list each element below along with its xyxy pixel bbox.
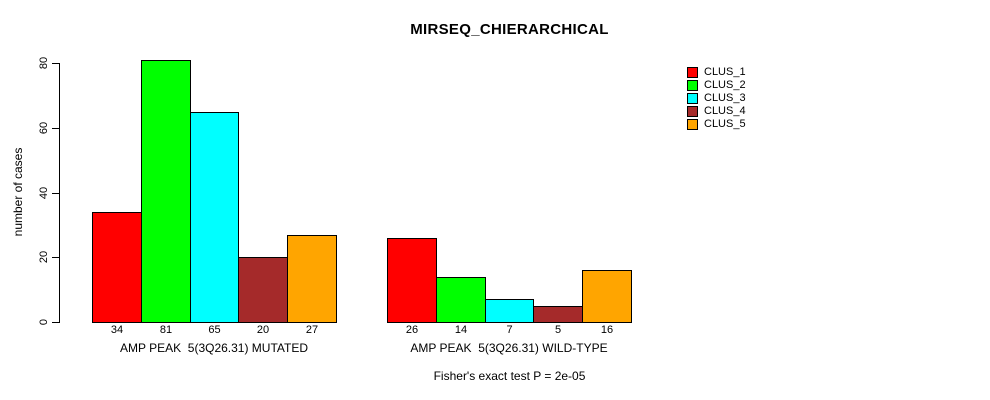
legend-swatch-icon — [687, 93, 698, 104]
bar-value-label: 65 — [208, 324, 221, 336]
bar-clus_4-group1 — [238, 257, 288, 323]
bar-clus_1-group1 — [92, 212, 142, 323]
bar-value-label: 81 — [159, 324, 173, 336]
bar-value-label: 5 — [554, 324, 562, 336]
legend-swatch-icon — [687, 106, 698, 117]
y-tick-mark — [52, 193, 60, 194]
bar-clus_2-group1 — [141, 60, 191, 323]
bar-value-label: 7 — [506, 324, 513, 336]
legend-label: CLUS_5 — [704, 118, 746, 130]
bar-clus_3-group2 — [485, 299, 534, 323]
bar-value-label: 27 — [305, 324, 319, 336]
group-label-1: AMP PEAK 5(3Q26.31) MUTATED — [119, 341, 309, 355]
chart-title: MIRSEQ_CHIERARCHICAL — [410, 21, 609, 38]
y-tick-label: 60 — [38, 121, 50, 135]
legend-label: CLUS_1 — [704, 66, 746, 78]
bar-value-label: 20 — [256, 324, 270, 336]
bar-clus_5-group2 — [582, 270, 632, 323]
bar-clus_1-group2 — [387, 238, 437, 323]
y-axis-label: number of cases — [11, 147, 25, 237]
legend-label: CLUS_2 — [704, 79, 746, 91]
annotation-fisher-test: Fisher's exact test P = 2e-05 — [433, 369, 586, 383]
bar-value-label: 16 — [600, 324, 614, 336]
bar-clus_2-group2 — [436, 277, 486, 323]
y-tick-mark — [52, 63, 60, 64]
group-label-2: AMP PEAK 5(3Q26.31) WILD-TYPE — [410, 341, 608, 355]
legend-label: CLUS_3 — [704, 92, 746, 104]
bar-value-label: 34 — [110, 324, 124, 336]
legend-row-clus_5: CLUS_5 — [687, 118, 746, 131]
y-tick-label: 20 — [38, 250, 50, 264]
y-tick-label: 40 — [38, 186, 50, 200]
y-tick-label: 80 — [38, 56, 50, 70]
y-tick-mark — [52, 322, 60, 323]
legend-swatch-icon — [687, 67, 698, 78]
legend-swatch-icon — [687, 80, 698, 91]
bar-clus_4-group2 — [533, 306, 583, 323]
bar-value-label: 14 — [454, 324, 468, 336]
legend-row-clus_1: CLUS_1 — [687, 66, 746, 79]
bar-clus_3-group1 — [190, 112, 239, 323]
legend-swatch-icon — [687, 119, 698, 130]
bar-value-label: 26 — [405, 324, 419, 336]
legend-row-clus_3: CLUS_3 — [687, 92, 746, 105]
legend: CLUS_1 CLUS_2 CLUS_3 CLUS_4 CLUS_5 — [687, 66, 746, 131]
legend-row-clus_4: CLUS_4 — [687, 105, 746, 118]
y-tick-mark — [52, 128, 60, 129]
bar-clus_5-group1 — [287, 235, 337, 323]
legend-label: CLUS_4 — [704, 105, 746, 117]
y-tick-label: 0 — [38, 318, 50, 326]
legend-row-clus_2: CLUS_2 — [687, 79, 746, 92]
y-tick-mark — [52, 257, 60, 258]
